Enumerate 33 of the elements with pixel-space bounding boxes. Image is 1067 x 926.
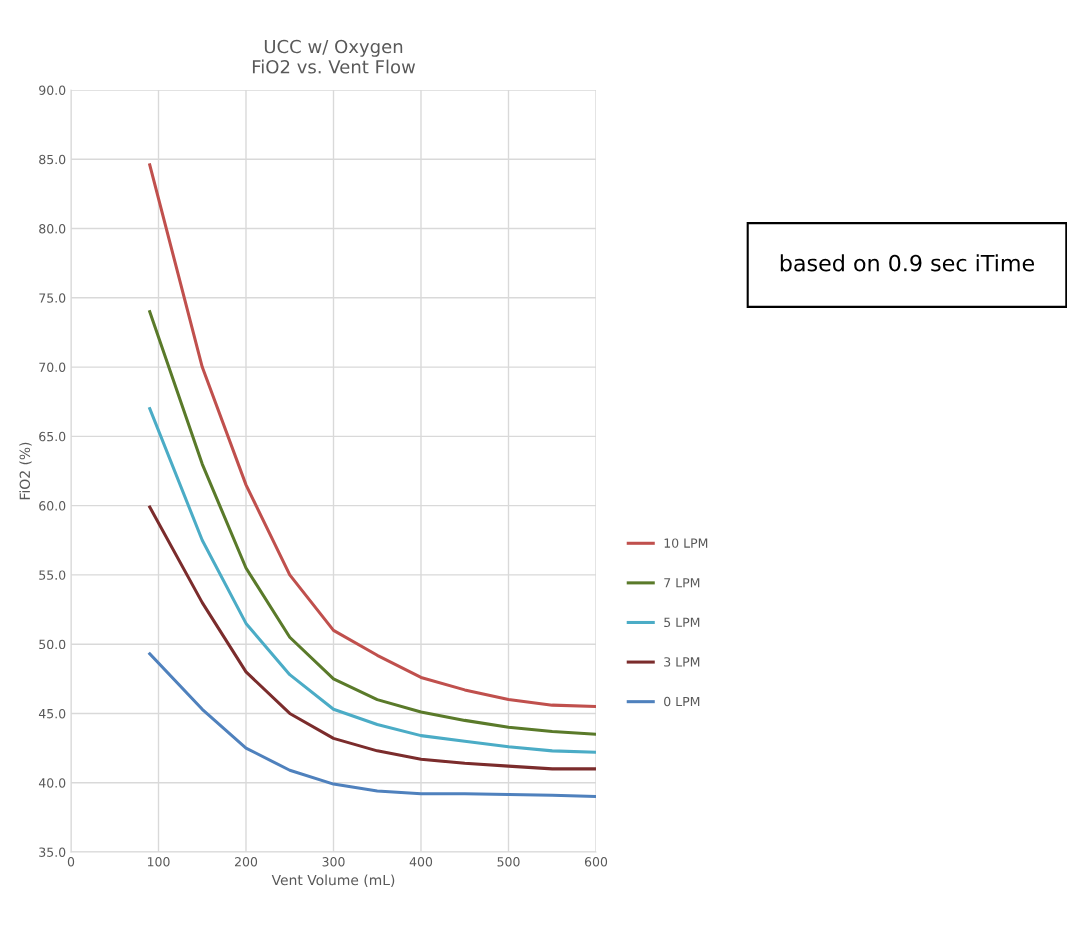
x-axis-title: Vent Volume (mL): [271, 874, 395, 887]
x-tick-label: 200: [234, 857, 258, 867]
y-tick-label: 40.0: [38, 778, 66, 788]
y-tick-label: 85.0: [39, 154, 66, 165]
y-tick-label: 55.0: [39, 570, 66, 580]
x-tick-label: 100: [147, 857, 170, 867]
x-tick-label: 300: [322, 857, 345, 867]
line-series: [148, 163, 596, 709]
legend-label: 0 LPM: [664, 696, 700, 707]
x-tick-label: 400: [409, 857, 433, 867]
y-tick-label: 65.0: [39, 431, 66, 442]
line-series: [148, 407, 596, 754]
y-axis-title: FiO2 (%): [19, 442, 32, 500]
x-tick-label: 600: [584, 857, 608, 867]
line-series: [148, 505, 596, 771]
x-tick-label: 500: [497, 857, 520, 867]
y-tick-label: 35.0: [39, 847, 66, 857]
legend-label: 10 LPM: [664, 538, 708, 548]
chart-title: UCC w/ Oxygen FiO2 vs. Vent Flow: [252, 39, 416, 74]
y-tick-label: 90.0: [39, 85, 66, 95]
legend-label: 7 LPM: [664, 578, 700, 588]
line-series: [148, 310, 596, 736]
y-tick-label: 60.0: [39, 501, 66, 511]
line-series: [148, 652, 596, 799]
legend-label: 5 LPM: [664, 617, 700, 628]
text: based on 0.9 sec iTime: [780, 254, 1034, 272]
x-tick-label: 0: [67, 857, 75, 867]
y-tick-label: 75.0: [39, 293, 66, 303]
legend-label: 3 LPM: [664, 657, 700, 667]
y-tick-label: 50.0: [39, 639, 66, 650]
y-tick-label: 70.0: [39, 362, 66, 373]
y-tick-label: 80.0: [39, 224, 66, 234]
y-tick-label: 45.0: [38, 708, 66, 719]
